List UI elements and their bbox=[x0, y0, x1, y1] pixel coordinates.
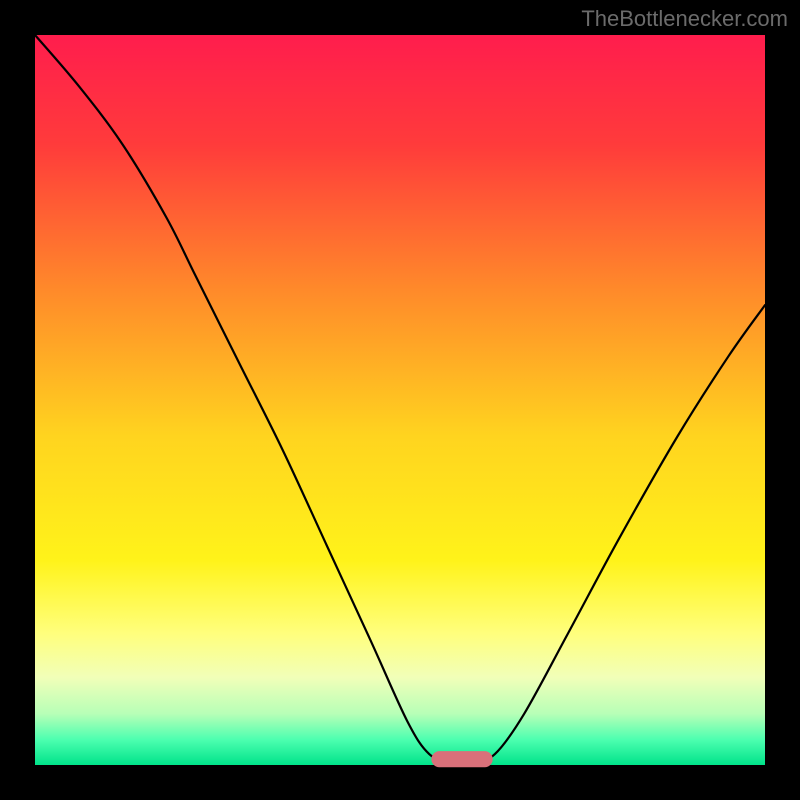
watermark-text: TheBottlenecker.com bbox=[581, 6, 788, 32]
bottleneck-chart bbox=[0, 0, 800, 800]
chart-container: TheBottlenecker.com bbox=[0, 0, 800, 800]
plot-background bbox=[35, 35, 765, 765]
optimal-marker bbox=[431, 751, 492, 767]
